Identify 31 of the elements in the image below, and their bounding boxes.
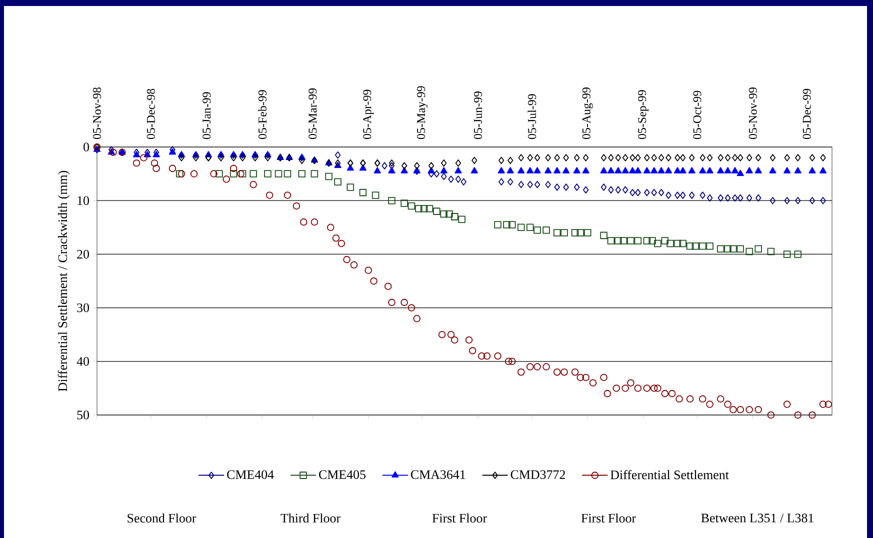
y-axis-title: Differential Settlement / Crackwidth (mm) xyxy=(58,170,70,392)
x-tick-label: 05-Jul-99 xyxy=(528,94,536,140)
legend-label: CME404 xyxy=(227,470,274,479)
x-tick-label: 05-Jun-99 xyxy=(474,92,482,140)
x-tick-label: 05-Mar-99 xyxy=(308,88,317,140)
x-tick-label: 05-Apr-99 xyxy=(363,90,374,140)
text: Between L351 / L381 xyxy=(701,514,814,522)
x-tick-label: 05-Oct-99 xyxy=(693,90,702,140)
x-tick-label: 05-Nov-99 xyxy=(748,88,757,140)
x-tick-label: 05-Aug-99 xyxy=(582,88,593,140)
text: Second Floor xyxy=(128,513,196,523)
x-tick-label: 05-May-99 xyxy=(417,86,428,140)
x-tick-label: 05-Jan-99 xyxy=(202,92,211,140)
x-tick-label: 05-Dec-98 xyxy=(146,88,155,140)
text: First Floor xyxy=(581,513,636,523)
y-tick-label: 20 xyxy=(77,250,90,259)
legend-label: CMA3641 xyxy=(410,470,466,479)
y-tick-label: 0 xyxy=(84,142,90,152)
x-tick-label: 05-Sep-99 xyxy=(638,90,649,140)
x-tick-label: 05-Feb-99 xyxy=(258,90,267,140)
legend-label: CMD3772 xyxy=(510,470,565,479)
text: Third Floor xyxy=(280,513,340,523)
y-tick-label: 40 xyxy=(76,357,90,366)
y-tick-label: 10 xyxy=(78,196,90,205)
y-tick-label: 30 xyxy=(77,303,90,312)
x-tick-label: 05-Nov-98 xyxy=(92,88,102,140)
y-tick-label: 50 xyxy=(77,410,90,420)
x-tick-label: 05-Dec-99 xyxy=(802,88,811,140)
legend-label: CME405 xyxy=(319,470,366,479)
text: First Floor xyxy=(432,513,487,523)
legend-label: Differential Settlement xyxy=(610,470,729,480)
